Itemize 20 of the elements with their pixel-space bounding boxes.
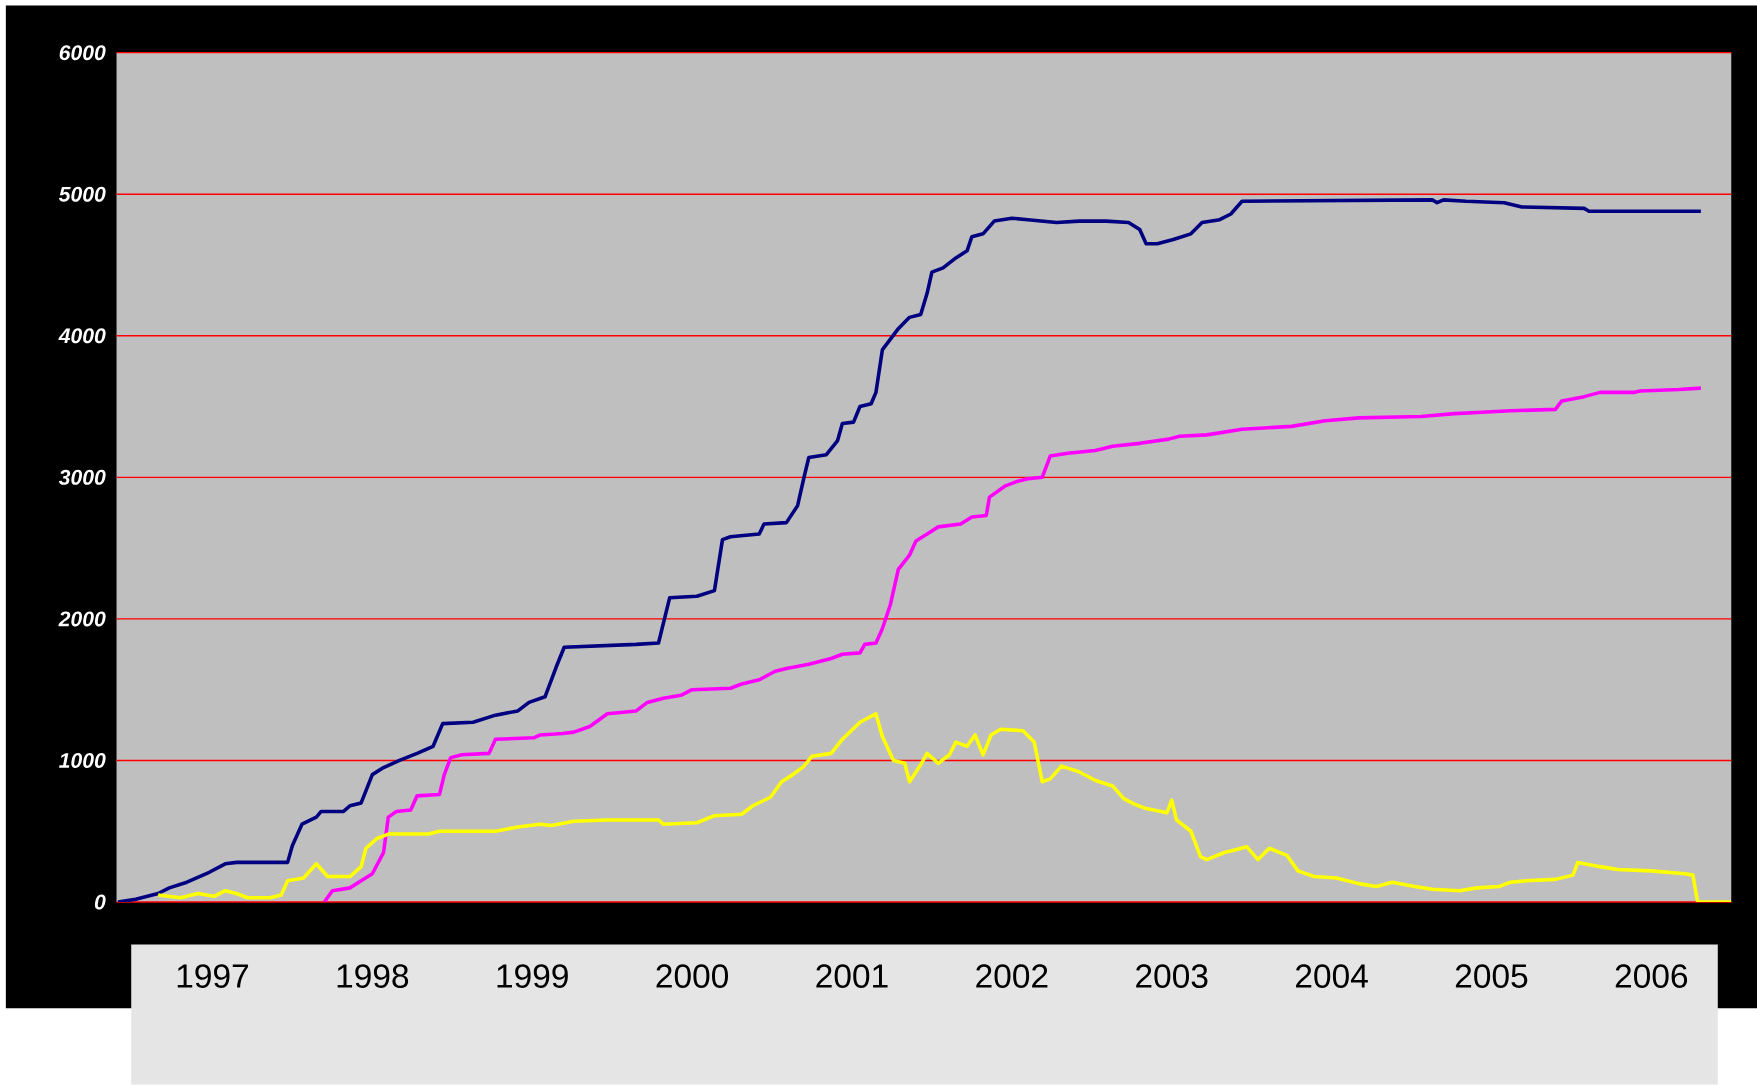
y-tick-label: 2000 [58,611,106,627]
y-tick-label: 3000 [58,469,106,485]
y-tick-label: 6000 [59,45,106,61]
y-tick-label: 1000 [59,753,106,769]
line-series [116,198,1703,903]
y-tick-label: 4000 [58,328,106,344]
x-tick-label: 2004 [1296,964,1368,989]
y-tick-label: 5000 [58,186,106,202]
y-tick-label: 0 [94,894,106,910]
x-tick-label: 2005 [1455,964,1528,989]
line-series [322,386,1703,903]
x-tick-label: 2003 [1136,964,1208,989]
x-tick-label: 2001 [816,964,888,989]
x-tick-label: 1997 [177,964,249,989]
x-tick-label: 2002 [976,964,1048,989]
line-series [156,712,1732,903]
x-tick-label: 2006 [1615,964,1688,989]
x-tick-label: 1998 [337,964,409,989]
x-tick-label: 1999 [497,964,568,989]
x-tick-label: 2000 [656,964,729,989]
